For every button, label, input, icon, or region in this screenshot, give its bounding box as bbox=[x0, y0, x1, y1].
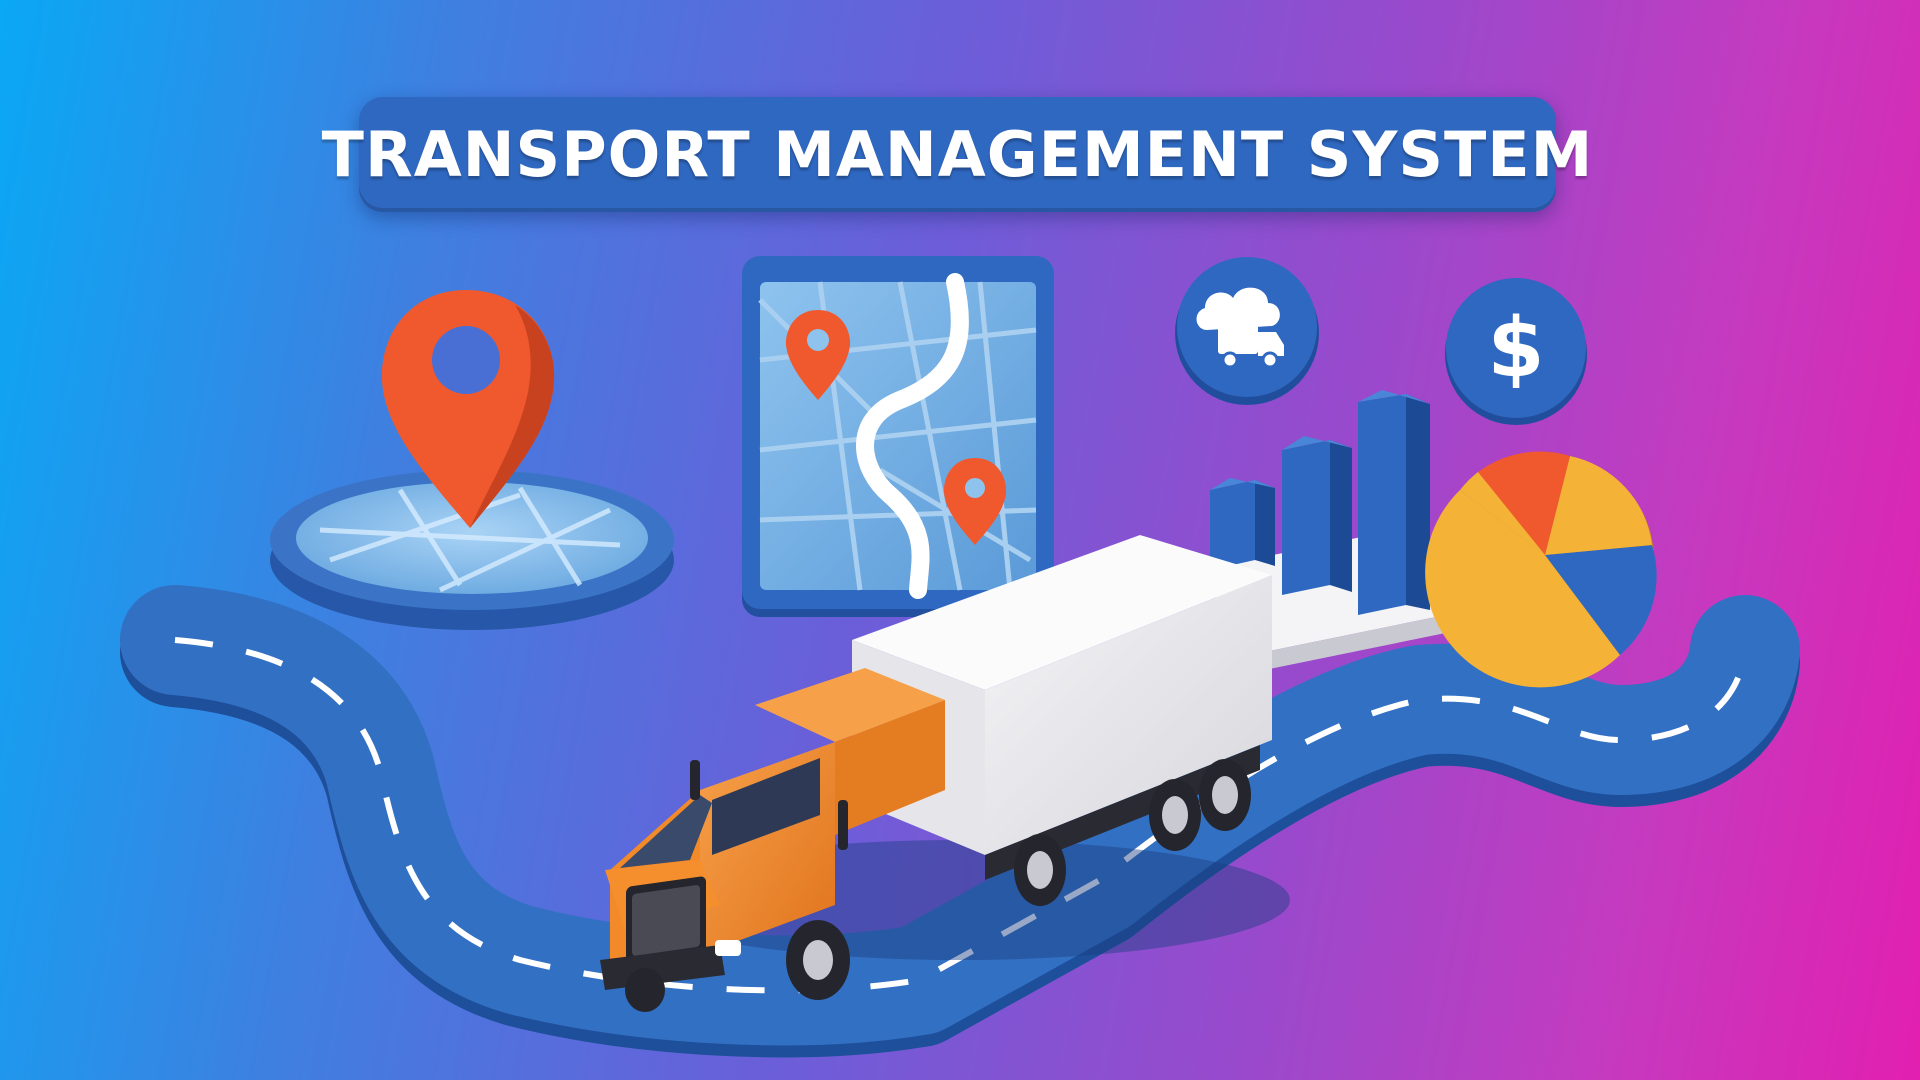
location-pin-icon bbox=[270, 290, 674, 630]
route-map-icon bbox=[742, 256, 1054, 617]
truck-icon bbox=[600, 535, 1290, 1012]
pie-chart-icon bbox=[1425, 451, 1657, 688]
dollar-icon: $ bbox=[1445, 278, 1587, 425]
bar-chart-icon bbox=[1200, 390, 1470, 673]
title-banner: TRANSPORT MANAGEMENT SYSTEM bbox=[322, 97, 1592, 212]
dollar-symbol: $ bbox=[1487, 301, 1544, 396]
page-title: TRANSPORT MANAGEMENT SYSTEM bbox=[321, 118, 1594, 191]
cloud-truck-icon bbox=[1175, 257, 1319, 405]
road bbox=[120, 585, 1800, 1058]
